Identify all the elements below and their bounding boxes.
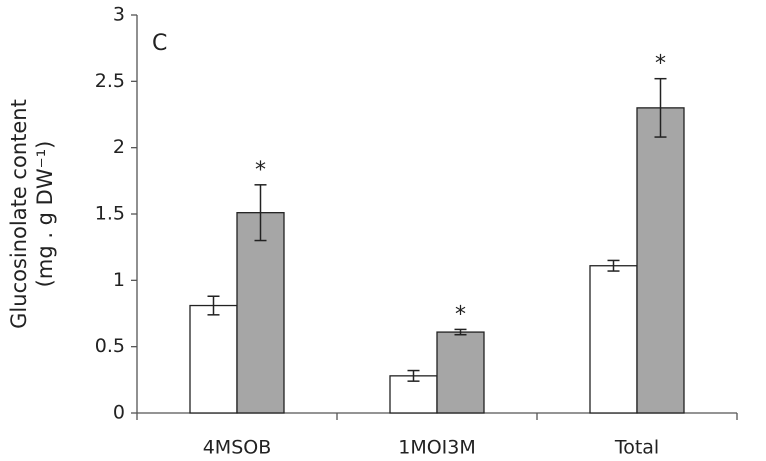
x-tick-label: Total [614, 437, 659, 459]
bar [436, 331, 485, 414]
bar [189, 304, 238, 414]
error-bar [407, 369, 420, 382]
y-tick-label: 2 [113, 136, 125, 158]
y-axis-label: Glucosinolate content [7, 99, 31, 329]
y-tick-label: 0 [113, 402, 125, 424]
y-tick-label: 3 [113, 4, 125, 26]
panel-label: C [152, 31, 167, 56]
bar [636, 107, 685, 414]
x-tick-label: 1MOI3M [398, 437, 476, 459]
y-axis-label: (mg . g DW⁻¹) [33, 141, 57, 288]
x-tick-label: 4MSOB [203, 437, 272, 459]
y-tick-label: 1.5 [95, 203, 125, 225]
error-bar [254, 184, 267, 242]
significance-mark: * [655, 52, 666, 77]
error-bar [454, 328, 467, 336]
bar [236, 212, 285, 414]
significance-mark: * [455, 302, 466, 327]
error-bar [207, 295, 220, 316]
significance-mark: * [255, 158, 266, 183]
y-tick-label: 0.5 [95, 335, 125, 357]
error-bar [654, 77, 667, 138]
error-bar [607, 259, 620, 272]
y-tick-label: 2.5 [95, 70, 125, 92]
y-tick-label: 1 [113, 269, 125, 291]
bar [589, 265, 638, 414]
